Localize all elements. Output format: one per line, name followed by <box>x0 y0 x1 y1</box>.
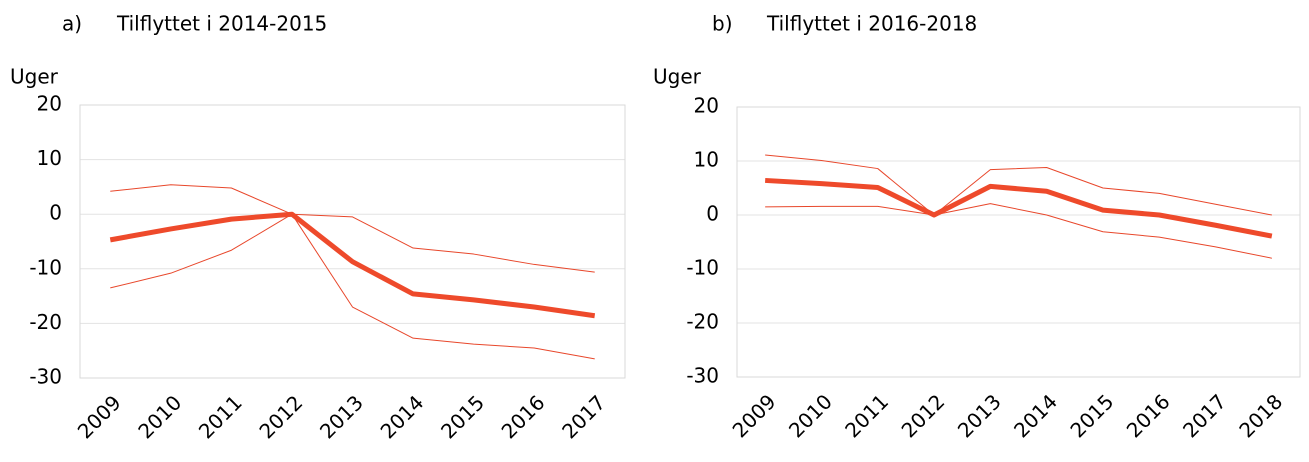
y-tick-label: -20 <box>29 310 62 334</box>
x-tick-label: 2015 <box>1065 389 1118 442</box>
x-tick-label: 2009 <box>73 390 126 443</box>
y-tick-label: -20 <box>686 310 719 334</box>
y-tick-label: -10 <box>686 256 719 280</box>
y-tick-label: 10 <box>694 148 719 172</box>
line-series <box>110 184 595 273</box>
line-series <box>765 203 1272 259</box>
x-tick-label: 2011 <box>840 389 893 442</box>
x-tick-label: 2017 <box>1178 389 1231 442</box>
x-tick-label: 2015 <box>436 390 489 443</box>
panel-label: a) <box>62 12 82 36</box>
x-tick-label: 2010 <box>784 389 837 442</box>
y-tick-label: 20 <box>694 94 719 118</box>
x-tick-label: 2009 <box>728 389 781 442</box>
chart-title: Tilflyttet i 2016-2018 <box>766 12 977 36</box>
x-tick-label: 2013 <box>953 389 1006 442</box>
panel-label: b) <box>712 12 733 36</box>
plot-border <box>79 104 626 379</box>
x-tick-label: 2016 <box>497 390 550 443</box>
y-tick-label: 0 <box>706 202 719 226</box>
y-tick-label: 20 <box>37 92 62 116</box>
y-tick-label: 0 <box>49 201 62 225</box>
y-axis-label: Uger <box>653 65 702 89</box>
y-tick-label: -30 <box>686 364 719 388</box>
x-tick-label: 2014 <box>376 390 429 443</box>
x-tick-label: 2011 <box>194 390 247 443</box>
x-tick-label: 2012 <box>897 389 950 442</box>
y-tick-label: -10 <box>29 255 62 279</box>
x-tick-label: 2018 <box>1234 389 1287 442</box>
line-series <box>110 213 595 360</box>
x-tick-label: 2012 <box>254 390 307 443</box>
line-series <box>765 154 1272 216</box>
line-series <box>109 211 596 319</box>
line-series <box>765 177 1273 239</box>
x-tick-label: 2010 <box>133 390 186 443</box>
plot-border <box>736 106 1301 378</box>
x-tick-label: 2013 <box>315 390 368 443</box>
y-axis-label: Uger <box>10 65 59 89</box>
x-tick-label: 2016 <box>1122 389 1175 442</box>
x-tick-label: 2014 <box>1009 389 1062 442</box>
y-tick-label: 10 <box>37 146 62 170</box>
y-tick-label: -30 <box>29 365 62 389</box>
x-tick-label: 2017 <box>557 390 610 443</box>
chart-title: Tilflyttet i 2014-2015 <box>116 12 327 36</box>
